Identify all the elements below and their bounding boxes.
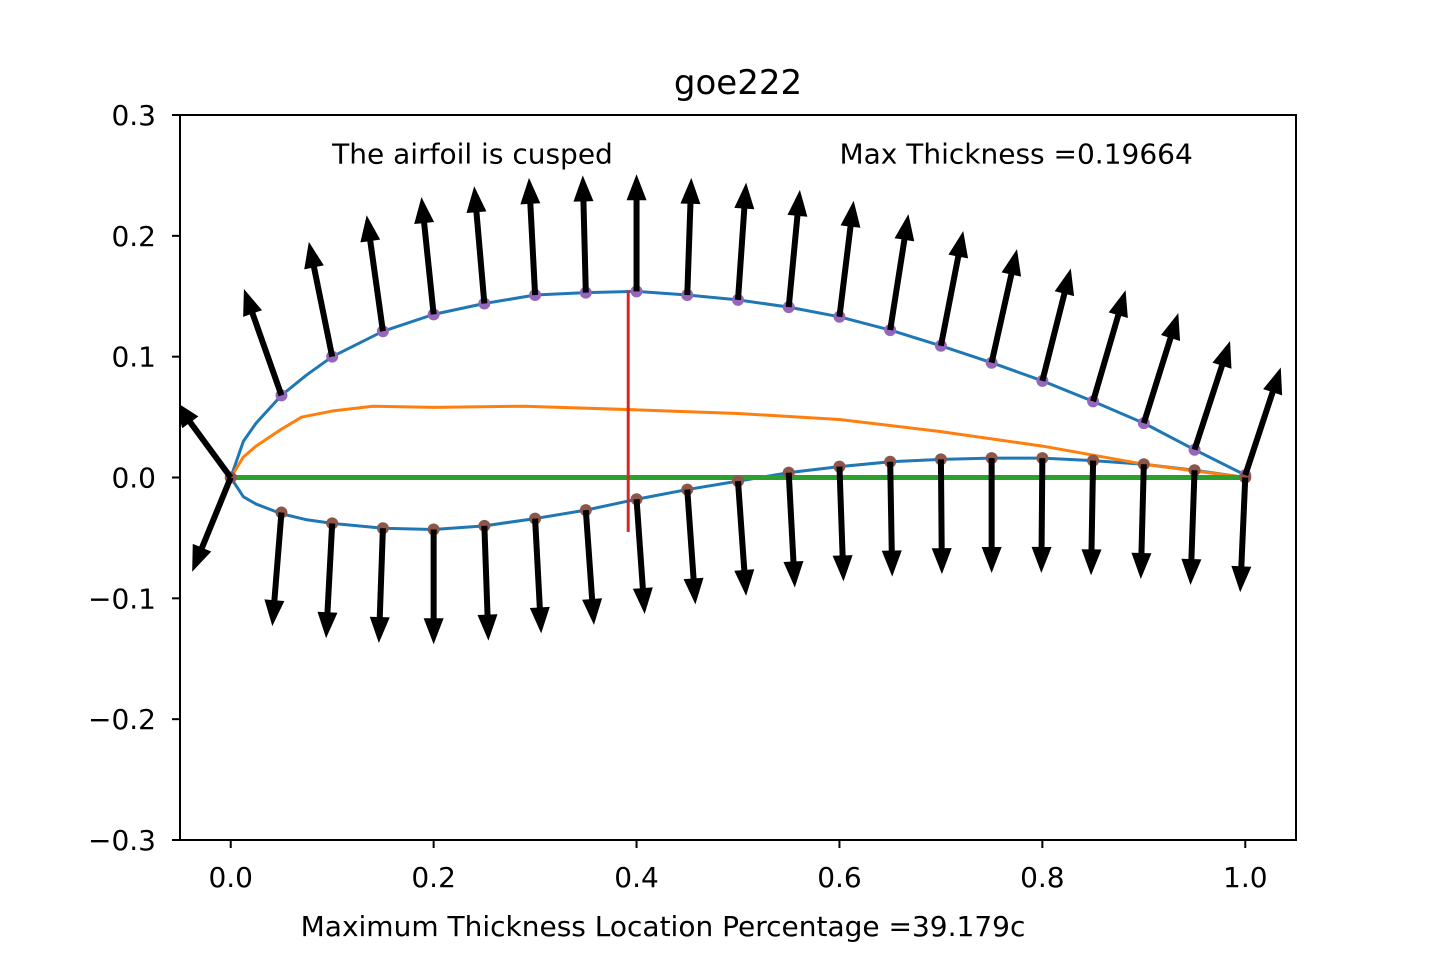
chart-title: goe222	[674, 63, 802, 103]
normal-vector-lower-15	[981, 458, 1002, 573]
normal-vector-lower-20	[1231, 477, 1252, 593]
normal-vector-upper-10	[734, 182, 755, 301]
normal-vector-lower-14	[931, 459, 952, 575]
normal-vector-lower-2	[317, 523, 338, 639]
x-tick-label-0: 0.0	[208, 861, 253, 894]
normal-vector-upper-7	[573, 175, 594, 293]
normal-vector-upper-14	[937, 231, 969, 347]
normal-vector-lower-5	[477, 525, 498, 641]
normal-vector-upper-13	[887, 214, 915, 331]
x-tick-label-2: 0.4	[614, 861, 659, 894]
normal-vector-upper-8	[626, 174, 647, 292]
normal-vector-upper-11	[785, 189, 808, 308]
y-axis: 0.3 0.2 0.1 0.0 −0.1 −0.2 −0.3	[88, 99, 180, 857]
normal-vector-lower-13	[881, 461, 902, 577]
normal-vector-lower-4	[423, 529, 444, 645]
normal-vector-lower-1	[264, 512, 285, 627]
normal-vector-upper-20	[1242, 367, 1283, 477]
normal-vector-lower-12	[832, 466, 853, 582]
y-tick-label-1: 0.2	[111, 220, 156, 253]
x-tick-label-1: 0.2	[411, 861, 456, 894]
y-tick-label-0: 0.3	[111, 99, 156, 132]
y-tick-label-3: 0.0	[111, 462, 156, 495]
normal-vector-lower-16	[1031, 458, 1052, 573]
plot-area	[180, 174, 1283, 645]
y-tick-label-5: −0.2	[88, 703, 156, 736]
normal-vector-lower-0	[192, 476, 234, 572]
normal-vector-lower-3	[369, 528, 390, 644]
normal-vector-upper-4	[414, 197, 437, 315]
normal-vector-upper-1	[243, 289, 285, 397]
normal-vector-lower-7	[582, 509, 603, 625]
y-tick-label-4: −0.1	[88, 582, 156, 615]
normal-vector-upper-5	[466, 186, 488, 304]
normal-vector-lower-10	[734, 480, 755, 596]
annotation-cusped: The airfoil is cusped	[331, 137, 613, 170]
normal-vector-lower-19	[1181, 470, 1202, 586]
normal-vector-upper-17	[1090, 290, 1128, 403]
series-camber-line	[229, 404, 1246, 479]
normal-vector-upper-15	[988, 249, 1022, 364]
normal-vectors-layer	[180, 174, 1283, 645]
series-lower-surface	[229, 456, 1246, 531]
normal-vector-upper-16	[1039, 268, 1075, 382]
normal-vector-upper-6	[520, 177, 541, 296]
series-upper-surface	[229, 289, 1246, 478]
normal-vector-upper-9	[680, 177, 701, 296]
normal-vector-upper-19	[1191, 340, 1232, 451]
annotation-max-thickness: Max Thickness =0.19664	[839, 137, 1192, 170]
x-tick-label-4: 0.8	[1020, 861, 1065, 894]
x-axis-label: Maximum Thickness Location Percentage =3…	[301, 910, 1026, 943]
normal-vector-lower-17	[1081, 460, 1102, 576]
y-tick-label-6: −0.3	[88, 824, 156, 857]
x-axis: 0.0 0.2 0.4 0.6 0.8 1.0	[208, 840, 1268, 894]
y-tick-label-2: 0.1	[111, 341, 156, 374]
normal-vector-lower-9	[683, 489, 704, 605]
normal-vector-upper-0	[180, 404, 234, 480]
normal-vector-upper-18	[1140, 313, 1181, 425]
normal-vector-lower-18	[1131, 464, 1152, 579]
normal-vector-lower-11	[783, 472, 804, 588]
normal-vector-lower-6	[529, 518, 550, 634]
x-tick-label-5: 1.0	[1223, 861, 1268, 894]
normal-vector-lower-8	[632, 499, 653, 615]
x-tick-label-3: 0.6	[817, 861, 862, 894]
normal-vector-upper-12	[836, 200, 861, 318]
normal-vector-upper-2	[304, 241, 336, 358]
normal-vector-upper-3	[360, 215, 386, 332]
